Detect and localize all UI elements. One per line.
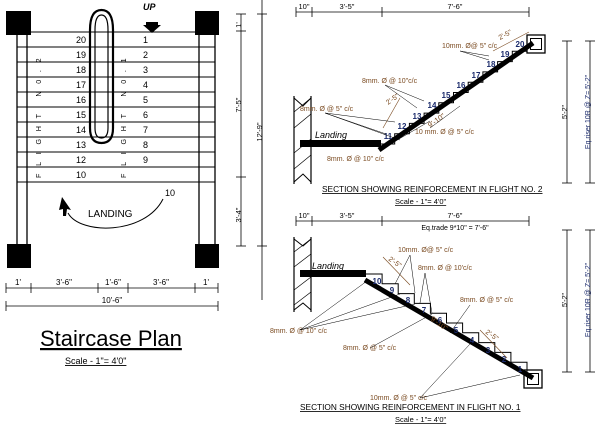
svg-text:10: 10 <box>165 188 175 198</box>
svg-text:3: 3 <box>143 65 148 75</box>
svg-text:18: 18 <box>487 60 496 69</box>
svg-text:8mm. Ø @ 10"c/c: 8mm. Ø @ 10"c/c <box>362 78 418 85</box>
svg-text:SECTION SHOWING REINFORCEMENT: SECTION SHOWING REINFORCEMENT IN FLIGHT … <box>322 184 543 194</box>
svg-text:17: 17 <box>472 71 481 80</box>
svg-text:12: 12 <box>398 122 407 131</box>
svg-text:1: 1 <box>143 35 148 45</box>
svg-text:7'-5": 7'-5" <box>234 97 243 112</box>
svg-text:19: 19 <box>501 50 510 59</box>
svg-text:10 mm. Ø @ 5" c/c: 10 mm. Ø @ 5" c/c <box>415 129 474 136</box>
svg-text:15: 15 <box>442 91 451 100</box>
svg-text:UP: UP <box>143 2 156 12</box>
svg-text:1: 1 <box>518 365 523 374</box>
svg-text:8mm. Ø @ 5" c/c: 8mm. Ø @ 5" c/c <box>300 106 354 113</box>
svg-text:7: 7 <box>422 306 427 315</box>
svg-text:10'-6": 10'-6" <box>102 296 123 305</box>
svg-text:2: 2 <box>143 50 148 60</box>
svg-text:9: 9 <box>390 286 395 295</box>
svg-text:10mm. Ø@ 5" c/c: 10mm. Ø@ 5" c/c <box>398 247 454 254</box>
svg-text:10": 10" <box>298 211 309 220</box>
svg-text:20: 20 <box>516 40 525 49</box>
svg-text:19: 19 <box>76 50 86 60</box>
svg-text:FLIGHT N0.1: FLIGHT N0.1 <box>119 51 128 178</box>
svg-text:7'-6": 7'-6" <box>448 211 463 220</box>
svg-text:13: 13 <box>76 140 86 150</box>
svg-text:11: 11 <box>384 132 393 141</box>
svg-text:15: 15 <box>76 110 86 120</box>
svg-text:Landing: Landing <box>315 130 347 140</box>
svg-text:5: 5 <box>143 95 148 105</box>
svg-text:14: 14 <box>428 101 437 110</box>
svg-text:8: 8 <box>406 296 411 305</box>
svg-text:Eq.riser 10R @ Z= 5'-2": Eq.riser 10R @ Z= 5'-2" <box>585 74 592 149</box>
svg-text:10: 10 <box>76 170 86 180</box>
svg-text:10mm. Ø@ 5" c/c: 10mm. Ø@ 5" c/c <box>442 43 498 50</box>
svg-text:Eq.riser 10R @ Z= 5'-2": Eq.riser 10R @ Z= 5'-2" <box>585 262 592 337</box>
svg-text:4: 4 <box>143 80 148 90</box>
svg-text:18: 18 <box>76 65 86 75</box>
svg-text:1': 1' <box>203 278 209 287</box>
svg-text:13: 13 <box>413 112 422 121</box>
svg-text:5: 5 <box>454 326 459 335</box>
svg-text:Eq.trade 9*10" = 7'-6": Eq.trade 9*10" = 7'-6" <box>421 225 489 232</box>
svg-text:9: 9 <box>143 155 148 165</box>
svg-text:1'-6": 1'-6" <box>105 278 121 287</box>
svg-text:SECTION SHOWING REINFORCEMENT: SECTION SHOWING REINFORCEMENT IN FLIGHT … <box>300 402 521 412</box>
svg-text:5'-2": 5'-2" <box>562 105 569 119</box>
svg-text:7'-6": 7'-6" <box>448 2 463 11</box>
svg-text:3'-6": 3'-6" <box>56 278 72 287</box>
svg-text:16: 16 <box>457 81 466 90</box>
svg-text:17: 17 <box>76 80 86 90</box>
svg-text:14: 14 <box>76 125 86 135</box>
svg-text:3'-6": 3'-6" <box>153 278 169 287</box>
svg-text:6: 6 <box>143 110 148 120</box>
svg-text:Staircase Plan: Staircase Plan <box>40 326 182 351</box>
svg-text:1': 1' <box>15 278 21 287</box>
svg-text:8mm. Ø @ 5" c/c: 8mm. Ø @ 5" c/c <box>343 345 397 352</box>
svg-text:3: 3 <box>486 346 491 355</box>
svg-text:5'-2": 5'-2" <box>562 293 569 307</box>
svg-text:8: 8 <box>143 140 148 150</box>
svg-text:LANDING: LANDING <box>88 209 133 220</box>
svg-text:10": 10" <box>298 2 309 11</box>
svg-text:Scale - 1"= 4'0": Scale - 1"= 4'0" <box>395 197 446 206</box>
svg-text:Landing: Landing <box>312 261 344 271</box>
svg-text:8mm. Ø @ 5" c/c: 8mm. Ø @ 5" c/c <box>460 297 514 304</box>
svg-text:16: 16 <box>76 95 86 105</box>
svg-text:3'-4": 3'-4" <box>234 207 243 222</box>
svg-text:12: 12 <box>76 155 86 165</box>
svg-text:12'-9": 12'-9" <box>255 122 264 141</box>
svg-text:2: 2 <box>502 355 507 364</box>
svg-text:3'-5": 3'-5" <box>340 211 355 220</box>
svg-text:8mm. Ø @ 10" c/c: 8mm. Ø @ 10" c/c <box>327 156 385 163</box>
svg-text:10mm. Ø @ 5" c/c: 10mm. Ø @ 5" c/c <box>370 395 428 402</box>
svg-text:4: 4 <box>470 336 475 345</box>
svg-text:Scale - 1"= 4'0": Scale - 1"= 4'0" <box>395 415 446 424</box>
svg-text:FLIGHT N0.2: FLIGHT N0.2 <box>34 51 43 178</box>
svg-text:7: 7 <box>143 125 148 135</box>
svg-text:10: 10 <box>373 277 382 286</box>
svg-text:Scale - 1"= 4'0": Scale - 1"= 4'0" <box>65 356 126 366</box>
svg-text:20: 20 <box>76 35 86 45</box>
svg-text:1': 1' <box>234 22 243 28</box>
svg-text:3'-5": 3'-5" <box>340 2 355 11</box>
svg-text:8mm. Ø @ 10" c/c: 8mm. Ø @ 10" c/c <box>270 328 328 335</box>
svg-text:8mm. Ø @ 10'c/c: 8mm. Ø @ 10'c/c <box>418 265 472 272</box>
